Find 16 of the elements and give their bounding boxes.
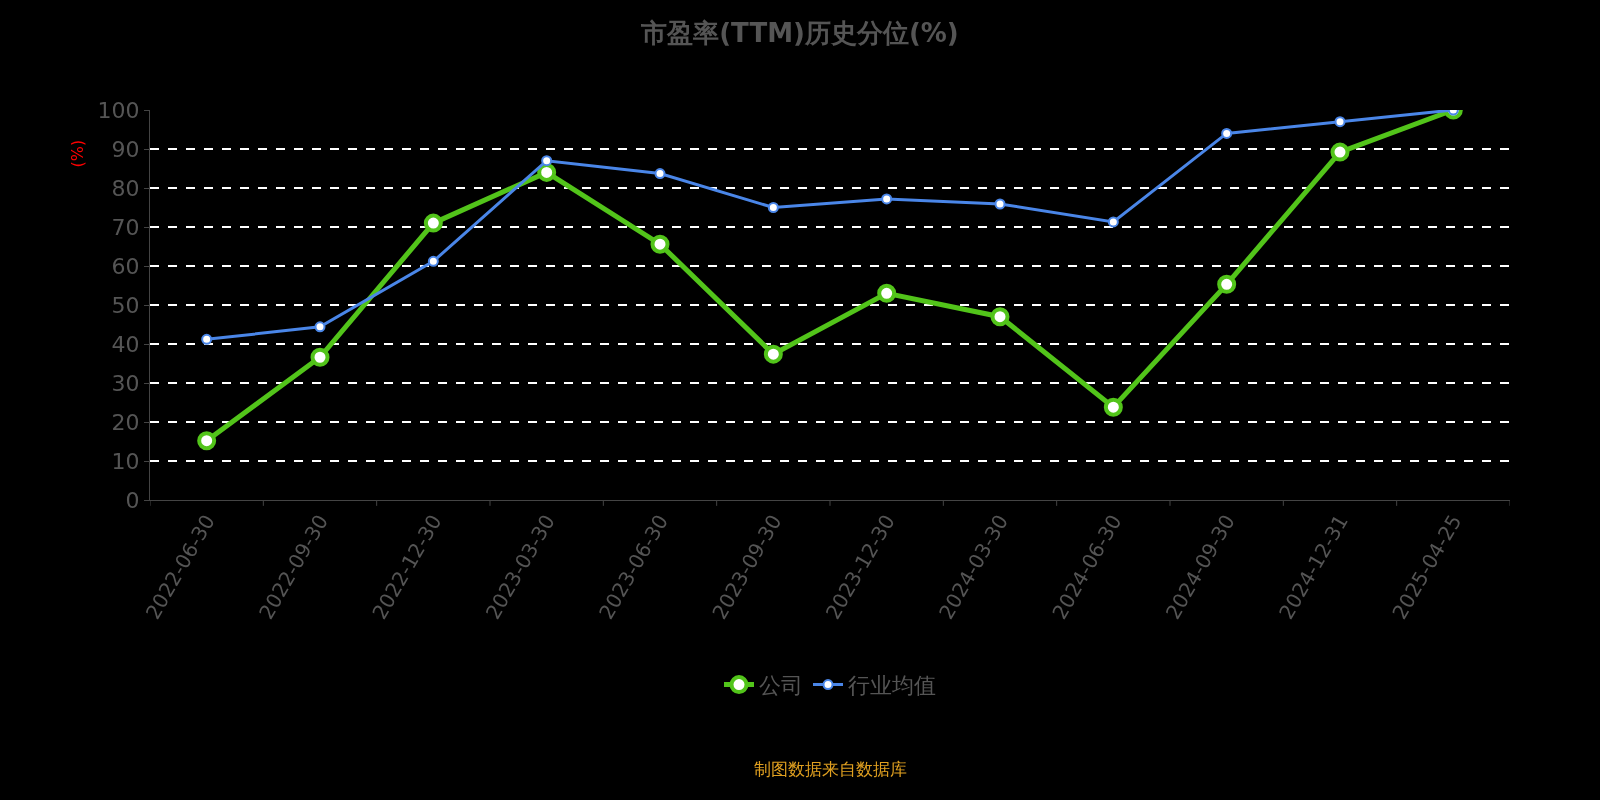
text: 制图数据来自数据库 — [754, 759, 907, 779]
y-tick-label: 60 — [111, 253, 140, 279]
y-tick-label: 40 — [111, 331, 140, 357]
legend-label: 公司 — [759, 673, 803, 699]
y-tick-label: 20 — [111, 409, 140, 435]
y-tick-label: 10 — [111, 448, 140, 474]
y-tick-label: 100 — [97, 97, 140, 123]
y-tick-label: 30 — [111, 370, 140, 396]
y-tick-label: 70 — [111, 214, 140, 240]
chart-title: 市盈率(TTM)历史分位(%) — [640, 18, 959, 49]
y-tick-label: 50 — [111, 292, 140, 318]
y-tick-label: 0 — [125, 487, 140, 513]
legend-label: 行业均值 — [848, 673, 936, 699]
y-tick-label: 90 — [111, 136, 140, 162]
y-axis-title: (%) — [67, 139, 87, 168]
y-tick-label: 80 — [111, 175, 140, 201]
